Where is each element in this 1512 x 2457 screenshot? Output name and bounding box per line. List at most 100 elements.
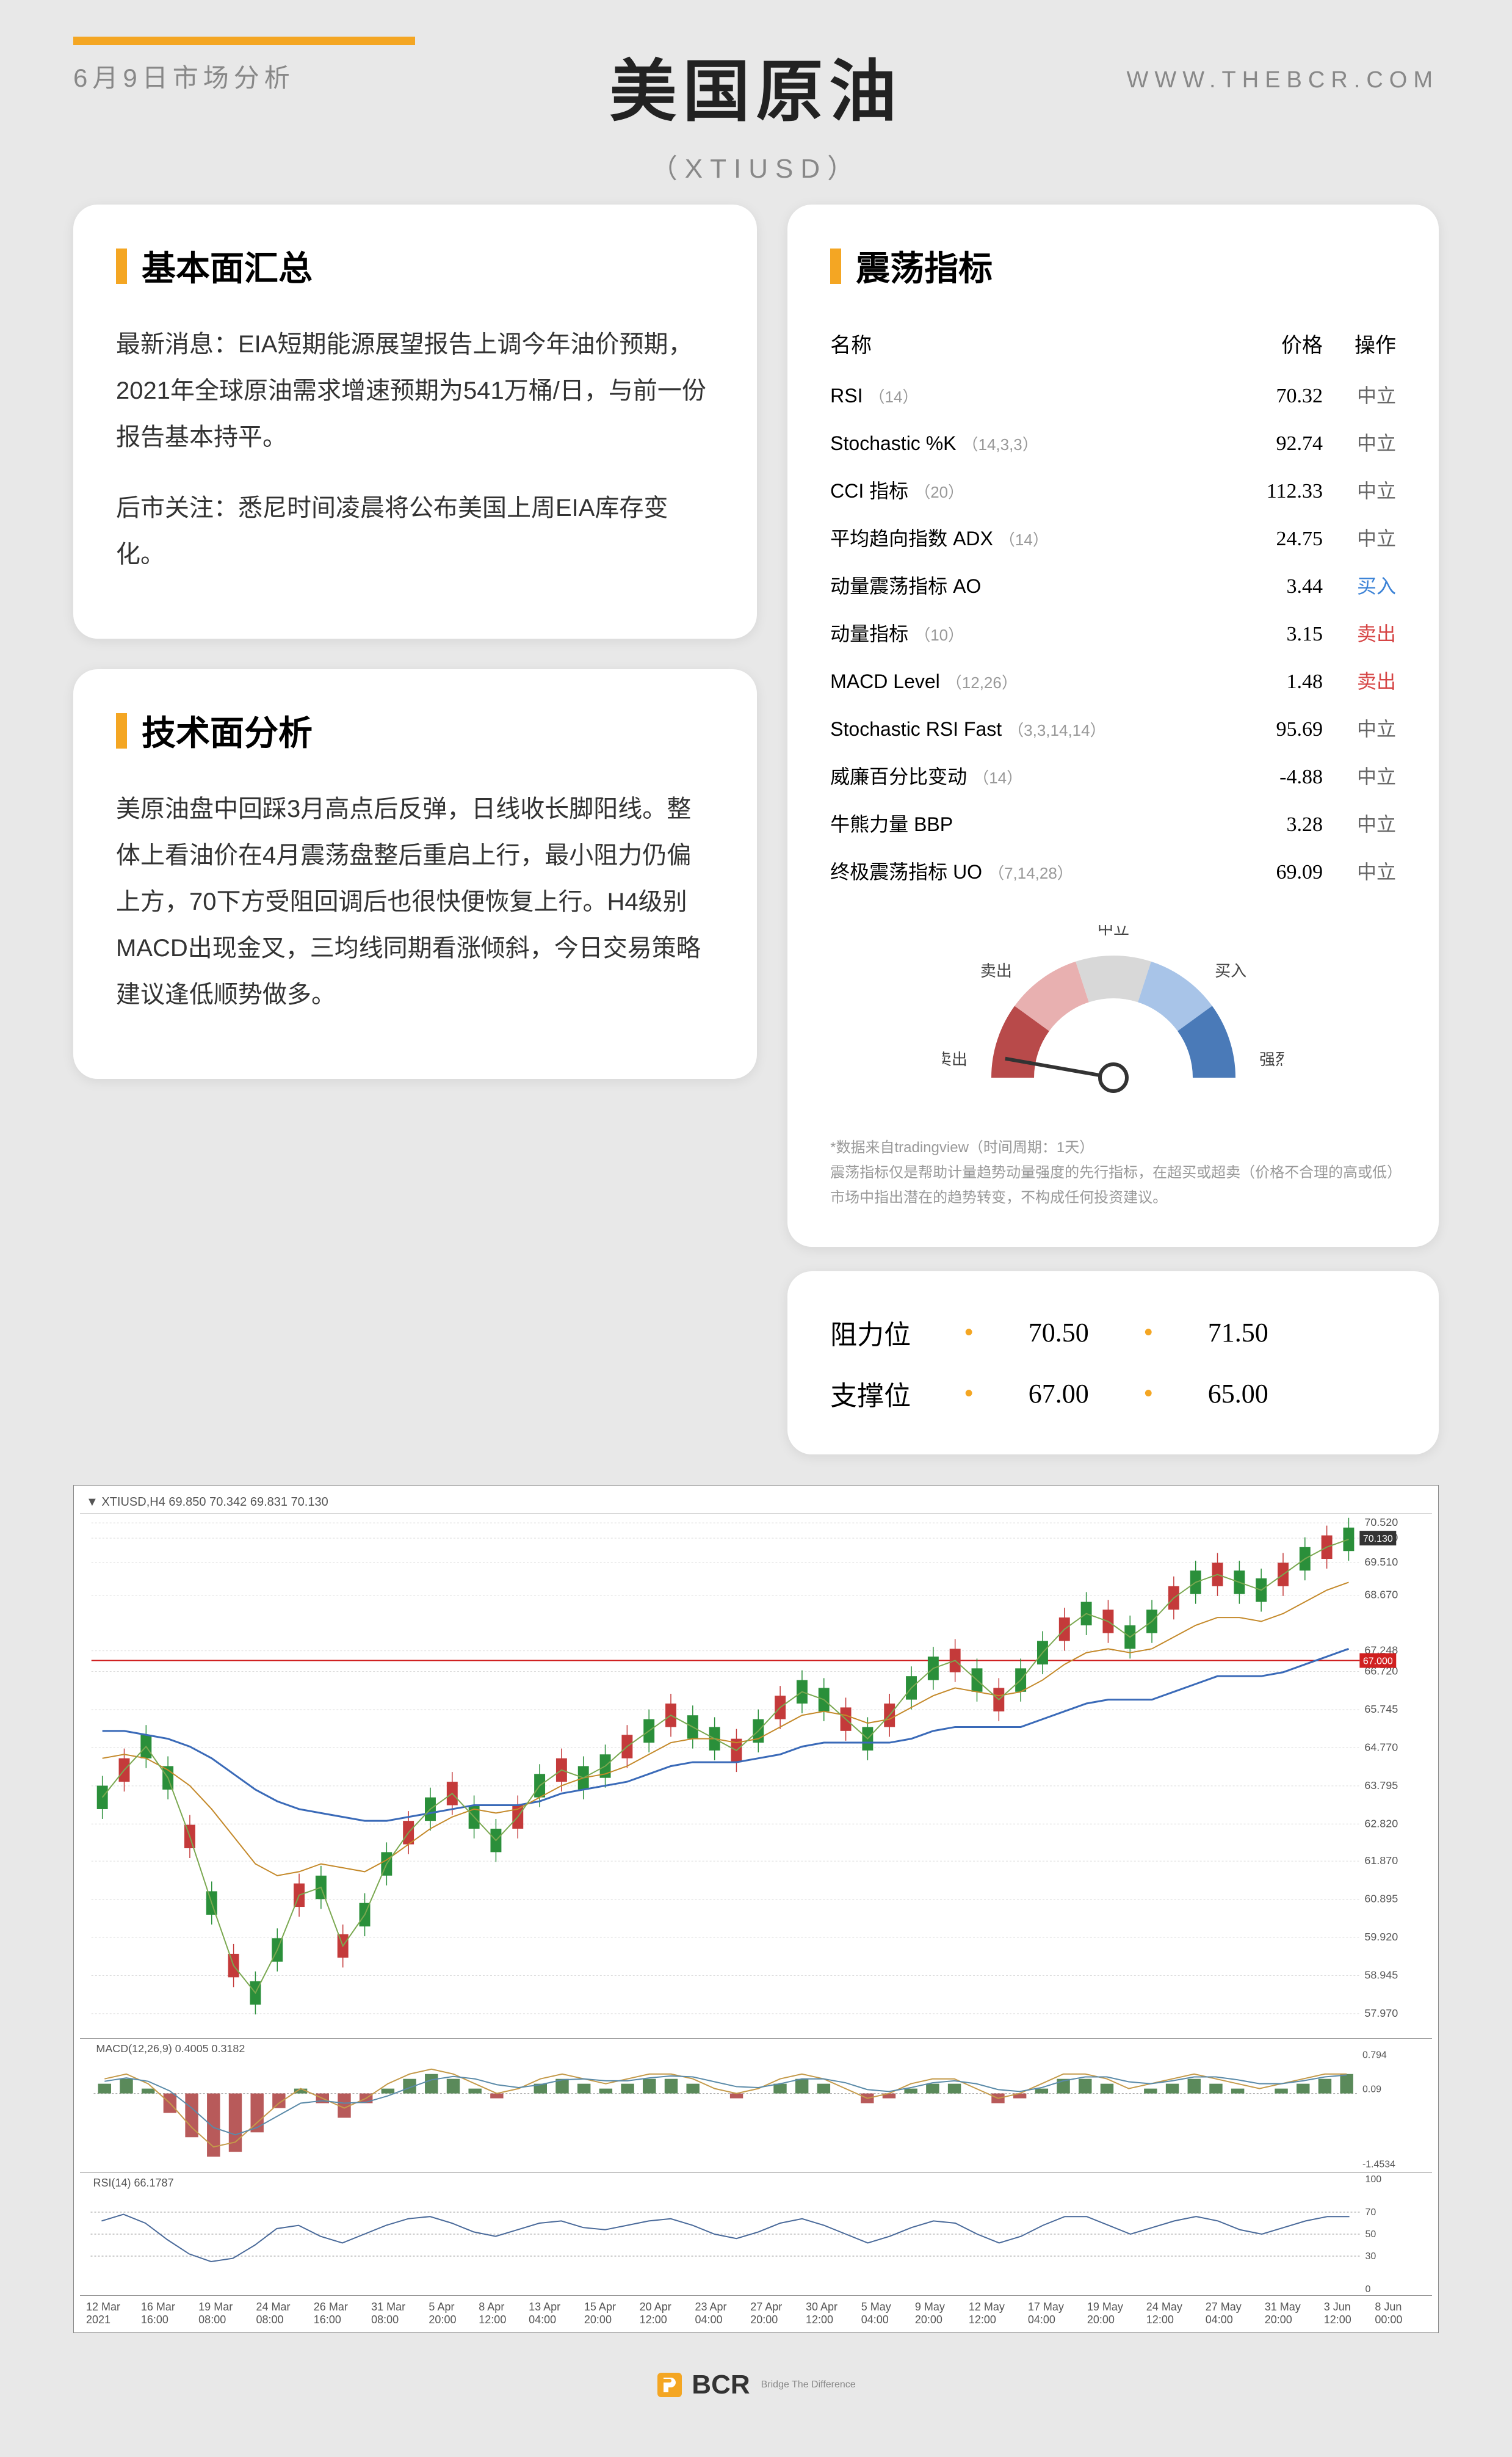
oscillator-row: 动量指标（10） 3.15 卖出 xyxy=(830,609,1396,656)
subtitle: （XTIUSD） xyxy=(610,147,903,186)
dot-icon: • xyxy=(964,1319,973,1346)
technical-card: 技术面分析 美原油盘中回踩3月高点后反弹，日线收长脚阳线。整体上看油价在4月震荡… xyxy=(73,669,757,1079)
osc-price: -4.88 xyxy=(1225,766,1323,789)
osc-name: 牛熊力量 BBP xyxy=(830,809,1225,837)
col-action: 操作 xyxy=(1323,328,1396,358)
fundamentals-p2: 后市关注：悉尼时间凌晨将公布美国上周EIA库存变化。 xyxy=(116,485,714,578)
svg-text:70.130: 70.130 xyxy=(1363,1534,1393,1544)
x-tick: 31 Mar 08:00 xyxy=(371,2301,429,2326)
osc-name: 动量震荡指标 AO xyxy=(830,571,1225,599)
oscillator-row: 终极震荡指标 UO（7,14,28） 69.09 中立 xyxy=(830,847,1396,895)
osc-action: 中立 xyxy=(1323,809,1396,837)
osc-price: 1.48 xyxy=(1225,670,1323,694)
logo-icon xyxy=(656,2372,683,2398)
osc-name: 动量指标（10） xyxy=(830,619,1225,647)
x-tick: 19 Mar 08:00 xyxy=(198,2301,256,2326)
price-chart: 70.52070.13069.51068.67067.24866.72065.7… xyxy=(80,1514,1432,2039)
oscillators-title: 震荡指标 xyxy=(856,241,993,291)
x-tick: 30 Apr 12:00 xyxy=(806,2301,861,2326)
x-tick: 3 Jun 12:00 xyxy=(1324,2301,1375,2326)
dot-icon: • xyxy=(964,1380,973,1407)
svg-text:59.920: 59.920 xyxy=(1364,1931,1398,1943)
disclaimer-title: *数据来自tradingview（时间周期：1天） xyxy=(830,1136,1396,1161)
brand-name: BCR xyxy=(692,2370,750,2400)
osc-name: 终极震荡指标 UO（7,14,28） xyxy=(830,857,1225,885)
svg-text:57.970: 57.970 xyxy=(1364,2007,1398,2019)
title-bar-icon xyxy=(830,249,841,284)
resistance-label: 阻力位 xyxy=(830,1313,940,1352)
title-bar-icon xyxy=(116,249,127,284)
svg-text:60.895: 60.895 xyxy=(1364,1893,1398,1905)
x-tick: 24 May 12:00 xyxy=(1146,2301,1206,2326)
svg-text:70.520: 70.520 xyxy=(1364,1516,1398,1528)
resistance-v1: 70.50 xyxy=(997,1317,1120,1348)
resistance-v2: 71.50 xyxy=(1177,1317,1299,1348)
osc-price: 95.69 xyxy=(1225,718,1323,741)
osc-name: Stochastic RSI Fast（3,3,14,14） xyxy=(830,718,1225,741)
oscillator-row: Stochastic %K（14,3,3） 92.74 中立 xyxy=(830,418,1396,466)
oscillator-row: Stochastic RSI Fast（3,3,14,14） 95.69 中立 xyxy=(830,704,1396,752)
svg-text:58.945: 58.945 xyxy=(1364,1969,1398,1981)
chart-header: ▼ XTIUSD,H4 69.850 70.342 69.831 70.130 xyxy=(80,1492,1432,1514)
osc-price: 3.44 xyxy=(1225,575,1323,598)
osc-price: 112.33 xyxy=(1225,480,1323,503)
svg-text:0: 0 xyxy=(1366,2284,1371,2295)
col-price: 价格 xyxy=(1225,328,1323,358)
svg-text:100: 100 xyxy=(1366,2174,1382,2185)
col-name: 名称 xyxy=(830,328,1225,358)
x-tick: 13 Apr 04:00 xyxy=(529,2301,584,2326)
x-tick: 27 May 04:00 xyxy=(1206,2301,1265,2326)
dot-icon: • xyxy=(1144,1380,1152,1407)
osc-action: 卖出 xyxy=(1323,619,1396,647)
x-tick: 5 Apr 20:00 xyxy=(429,2301,479,2326)
osc-action: 中立 xyxy=(1323,761,1396,789)
osc-action: 中立 xyxy=(1323,380,1396,408)
x-tick: 12 May 12:00 xyxy=(969,2301,1028,2326)
osc-action: 中立 xyxy=(1323,714,1396,742)
support-label: 支撑位 xyxy=(830,1374,940,1413)
x-tick: 26 Mar 16:00 xyxy=(314,2301,371,2326)
svg-text:67.000: 67.000 xyxy=(1363,1657,1393,1667)
osc-action: 中立 xyxy=(1323,523,1396,551)
support-v1: 67.00 xyxy=(997,1378,1120,1409)
oscillator-row: RSI（14） 70.32 中立 xyxy=(830,371,1396,418)
x-tick: 23 Apr 04:00 xyxy=(695,2301,750,2326)
svg-text:62.820: 62.820 xyxy=(1364,1818,1398,1830)
accent-bar xyxy=(73,37,415,45)
osc-name: Stochastic %K（14,3,3） xyxy=(830,432,1225,455)
svg-text:70: 70 xyxy=(1366,2207,1376,2218)
fundamentals-card: 基本面汇总 最新消息：EIA短期能源展望报告上调今年油价预期，2021年全球原油… xyxy=(73,205,757,639)
osc-price: 92.74 xyxy=(1225,432,1323,455)
x-tick: 16 Mar 16:00 xyxy=(141,2301,198,2326)
osc-price: 24.75 xyxy=(1225,528,1323,551)
levels-card: 阻力位 • 70.50 • 71.50 支撑位 • 67.00 • 65.00 xyxy=(787,1271,1439,1454)
support-v2: 65.00 xyxy=(1177,1378,1299,1409)
osc-name: 威廉百分比变动（14） xyxy=(830,761,1225,789)
svg-text:0.794: 0.794 xyxy=(1362,2050,1387,2061)
x-tick: 19 May 20:00 xyxy=(1087,2301,1146,2326)
oscillator-row: CCI 指标（20） 112.33 中立 xyxy=(830,466,1396,514)
osc-name: CCI 指标（20） xyxy=(830,476,1225,504)
main-title: 美国原油 xyxy=(610,37,903,134)
x-tick: 8 Apr 12:00 xyxy=(479,2301,529,2326)
footer: BCR Bridge The Difference xyxy=(73,2370,1439,2400)
svg-text:中立: 中立 xyxy=(1098,925,1129,938)
chart-xaxis: 12 Mar 202116 Mar 16:0019 Mar 08:0024 Ma… xyxy=(80,2295,1432,2326)
svg-text:69.510: 69.510 xyxy=(1364,1556,1398,1568)
fundamentals-p1: 最新消息：EIA短期能源展望报告上调今年油价预期，2021年全球原油需求增速预期… xyxy=(116,321,714,460)
title-bar-icon xyxy=(116,713,127,749)
svg-text:30: 30 xyxy=(1366,2251,1376,2262)
header: 6月9日市场分析 美国原油 （XTIUSD） WWW.THEBCR.COM xyxy=(73,37,1439,95)
technical-title: 技术面分析 xyxy=(142,706,313,755)
chart-panel: ▼ XTIUSD,H4 69.850 70.342 69.831 70.130 … xyxy=(73,1485,1439,2333)
oscillator-row: 平均趋向指数 ADX（14） 24.75 中立 xyxy=(830,514,1396,561)
svg-text:50: 50 xyxy=(1366,2229,1376,2240)
x-tick: 24 Mar 08:00 xyxy=(256,2301,313,2326)
x-tick: 12 Mar 2021 xyxy=(86,2301,141,2326)
dot-icon: • xyxy=(1144,1319,1152,1346)
svg-text:-1.4534: -1.4534 xyxy=(1362,2160,1395,2170)
card-title: 技术面分析 xyxy=(116,706,714,755)
svg-text:65.745: 65.745 xyxy=(1364,1703,1398,1715)
svg-text:63.795: 63.795 xyxy=(1364,1779,1398,1791)
oscillator-row: 威廉百分比变动（14） -4.88 中立 xyxy=(830,752,1396,799)
